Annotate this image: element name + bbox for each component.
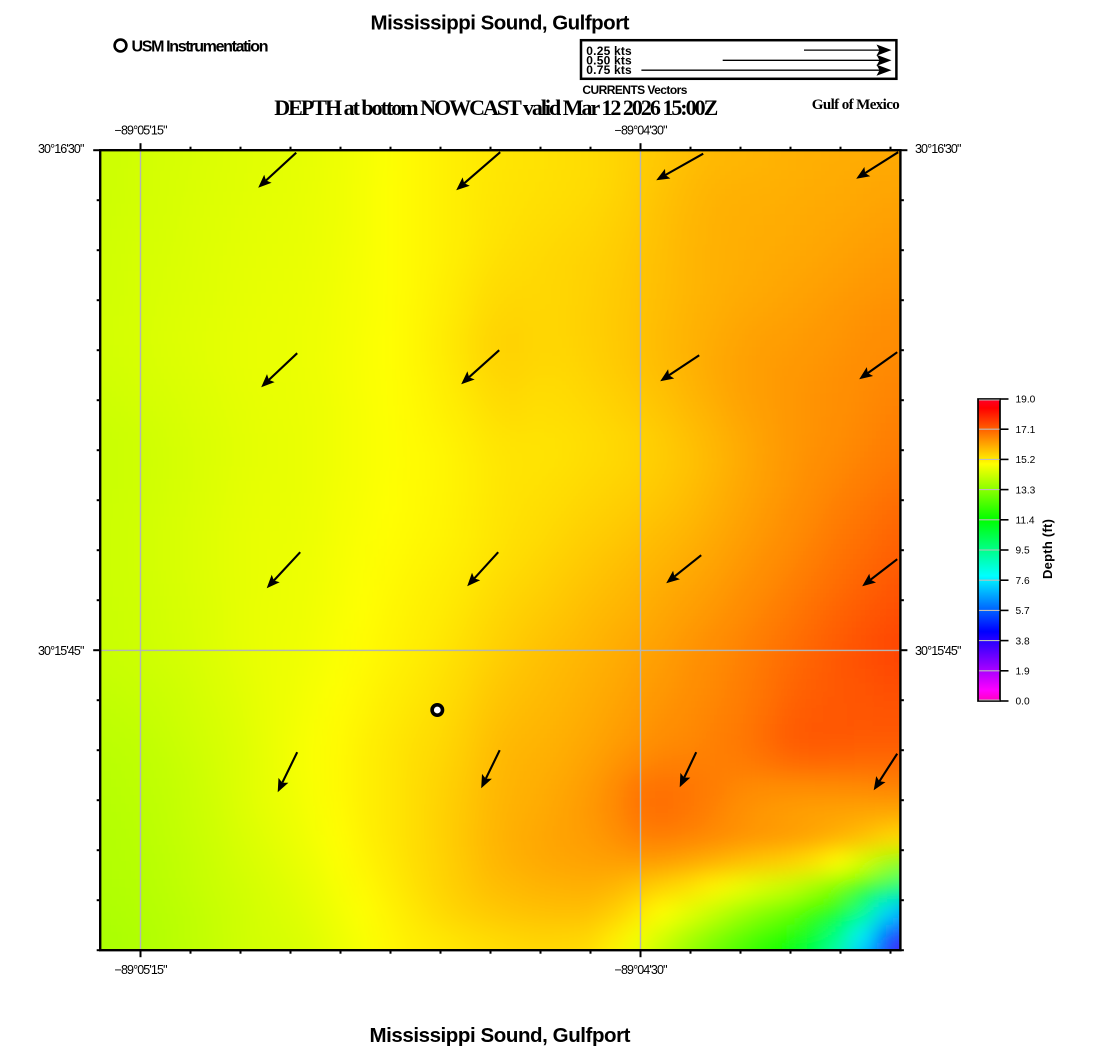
svg-text:DEPTH at bottom NOWCAST valid: DEPTH at bottom NOWCAST valid Mar 12 202… xyxy=(274,95,718,120)
svg-text:Mississippi Sound, Gulfport: Mississippi Sound, Gulfport xyxy=(370,1024,631,1047)
svg-text:0.0: 0.0 xyxy=(1016,697,1030,708)
svg-text:5.7: 5.7 xyxy=(1016,606,1030,617)
svg-text:30°15'45": 30°15'45" xyxy=(38,644,84,658)
svg-text:3.8: 3.8 xyxy=(1016,636,1030,647)
svg-text:−89°04'30": −89°04'30" xyxy=(615,963,668,977)
svg-text:0.25 kts: 0.25 kts xyxy=(586,44,632,58)
svg-text:−89°04'30": −89°04'30" xyxy=(615,124,668,138)
svg-text:30°16'30": 30°16'30" xyxy=(38,142,84,156)
svg-text:13.3: 13.3 xyxy=(1016,485,1036,496)
svg-text:−89°05'15": −89°05'15" xyxy=(115,124,168,138)
svg-text:7.6: 7.6 xyxy=(1016,576,1030,587)
svg-text:17.1: 17.1 xyxy=(1016,425,1036,436)
svg-text:Mississippi Sound, Gulfport: Mississippi Sound, Gulfport xyxy=(371,12,630,35)
svg-text:USM Instrumentation: USM Instrumentation xyxy=(132,39,269,56)
svg-text:0.75 kts: 0.75 kts xyxy=(586,63,632,77)
svg-text:1.9: 1.9 xyxy=(1016,667,1030,678)
svg-text:CURRENTS Vectors: CURRENTS Vectors xyxy=(582,83,687,97)
svg-text:−89°05'15": −89°05'15" xyxy=(115,963,168,977)
svg-text:19.0: 19.0 xyxy=(1016,395,1036,406)
svg-text:Depth (ft): Depth (ft) xyxy=(1040,519,1055,579)
svg-text:30°15'45": 30°15'45" xyxy=(915,644,961,658)
svg-text:9.5: 9.5 xyxy=(1016,546,1030,557)
svg-text:Gulf of Mexico: Gulf of Mexico xyxy=(812,97,900,113)
svg-text:11.4: 11.4 xyxy=(1016,516,1035,527)
svg-text:0.50 kts: 0.50 kts xyxy=(586,54,632,68)
svg-text:15.2: 15.2 xyxy=(1016,455,1036,466)
svg-text:30°16'30": 30°16'30" xyxy=(915,142,961,156)
